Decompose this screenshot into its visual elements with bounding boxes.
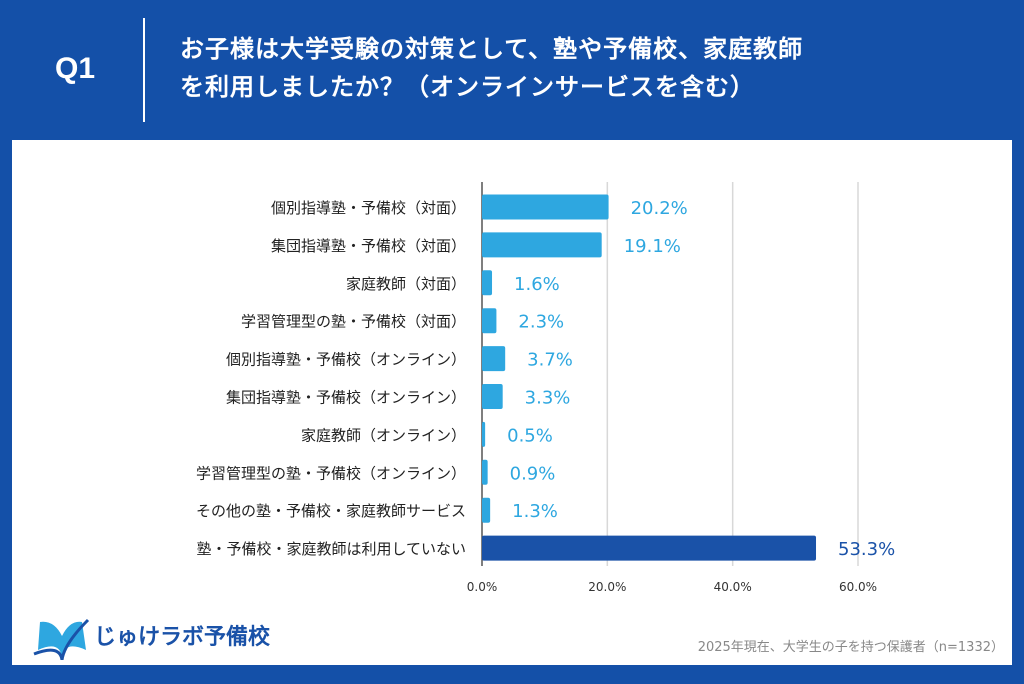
category-label: 個別指導塾・予備校（対面） bbox=[271, 199, 466, 217]
x-tick-label: 60.0% bbox=[839, 580, 877, 594]
category-label: 個別指導塾・予備校（オンライン） bbox=[226, 351, 466, 369]
bar bbox=[482, 194, 609, 220]
category-label: 学習管理型の塾・予備校（オンライン） bbox=[196, 464, 466, 482]
value-label: 20.2% bbox=[631, 198, 688, 219]
bar bbox=[482, 497, 491, 523]
title-line-2: を利用しましたか？（オンラインサービスを含む） bbox=[180, 73, 755, 101]
bar bbox=[482, 346, 506, 372]
bar bbox=[482, 270, 493, 296]
value-label: 3.3% bbox=[525, 388, 571, 409]
bar bbox=[482, 384, 503, 409]
bar bbox=[482, 232, 602, 258]
category-label: 学習管理型の塾・予備校（対面） bbox=[241, 313, 466, 331]
logo-book-icon bbox=[33, 618, 90, 660]
logo-text: じゅけラボ予備校 bbox=[94, 625, 271, 650]
value-label: 0.9% bbox=[510, 463, 556, 484]
value-label: 1.6% bbox=[514, 274, 560, 295]
category-label: 塾・予備校・家庭教師は利用していない bbox=[196, 540, 466, 558]
category-label: 集団指導塾・予備校（オンライン） bbox=[226, 389, 466, 407]
value-label: 53.3% bbox=[838, 539, 895, 560]
bar bbox=[482, 459, 488, 485]
bar bbox=[482, 535, 817, 561]
category-label: 家庭教師（対面） bbox=[346, 275, 466, 293]
category-label: 集団指導塾・予備校（対面） bbox=[271, 237, 466, 255]
title-line-1: お子様は大学受験の対策として、塾や予備校、家庭教師 bbox=[180, 35, 804, 63]
category-label: その他の塾・予備校・家庭教師サービス bbox=[196, 502, 466, 520]
x-tick-label: 0.0% bbox=[467, 580, 498, 594]
bar bbox=[482, 421, 486, 447]
value-label: 1.3% bbox=[512, 501, 558, 522]
value-label: 19.1% bbox=[624, 236, 681, 257]
value-label: 0.5% bbox=[507, 425, 553, 446]
question-number: Q1 bbox=[55, 52, 96, 85]
logo: じゅけラボ予備校 bbox=[30, 610, 270, 660]
value-label: 3.7% bbox=[527, 350, 573, 371]
question-title: お子様は大学受験の対策として、塾や予備校、家庭教師 を利用しましたか？（オンライン… bbox=[180, 30, 1000, 106]
category-label: 家庭教師（オンライン） bbox=[301, 426, 466, 444]
survey-note: 2025年現在、大学生の子を持つ保護者（n=1332） bbox=[697, 640, 1004, 655]
value-label: 2.3% bbox=[518, 312, 564, 333]
bar bbox=[482, 308, 497, 334]
x-tick-label: 20.0% bbox=[588, 580, 626, 594]
chart-card bbox=[12, 140, 1012, 665]
header-divider bbox=[143, 18, 145, 122]
x-tick-label: 40.0% bbox=[714, 580, 752, 594]
